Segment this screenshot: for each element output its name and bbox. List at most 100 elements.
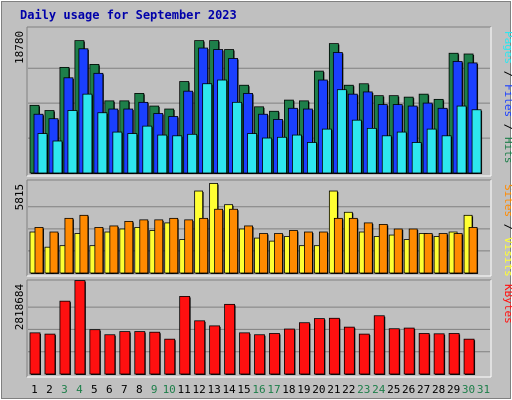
bar-kbytes-day-13 bbox=[209, 325, 221, 375]
bar-kbytes-day-10 bbox=[164, 338, 176, 375]
bar-sites-day-26 bbox=[408, 228, 418, 274]
bar-sites-day-25 bbox=[393, 228, 403, 274]
bar-sites-day-22 bbox=[348, 217, 358, 274]
legend-hits: Hits bbox=[502, 137, 512, 164]
x-tick-label: 28 bbox=[432, 383, 445, 396]
bar-kbytes-day-30 bbox=[463, 338, 475, 375]
legend-kbytes: KBytes bbox=[502, 284, 512, 324]
x-tick-label: 2 bbox=[46, 383, 53, 396]
bar-sites-day-12 bbox=[199, 217, 209, 274]
x-tick-label: 4 bbox=[76, 383, 83, 396]
panel-hits-files-pages: 18780 Pages / Files / Hits bbox=[13, 26, 512, 177]
bar-sites-day-30 bbox=[468, 227, 478, 274]
bar-sites-day-14 bbox=[229, 208, 238, 274]
right-legend: Pages / Files / Hits bbox=[502, 31, 512, 164]
bar-pages-day-4 bbox=[82, 93, 93, 174]
bar-pages-day-27 bbox=[426, 128, 437, 174]
x-tick-label: 25 bbox=[387, 383, 400, 396]
bar-pages-day-15 bbox=[247, 133, 257, 174]
panel-visits-sites: 5815 Sites / Visits bbox=[13, 179, 512, 277]
x-tick-label: 16 bbox=[252, 383, 265, 396]
y-max-label: 2818684 bbox=[13, 283, 26, 330]
bar-sites-day-27 bbox=[423, 233, 433, 274]
bar-kbytes-day-16 bbox=[254, 334, 265, 375]
bar-kbytes-day-3 bbox=[59, 300, 71, 375]
bar-sites-day-16 bbox=[259, 233, 268, 274]
bar-kbytes-day-27 bbox=[418, 333, 430, 375]
x-tick-label: 10 bbox=[163, 383, 176, 396]
bar-pages-day-7 bbox=[127, 133, 138, 174]
bar-kbytes-day-23 bbox=[358, 333, 370, 375]
bar-sites-day-19 bbox=[304, 231, 313, 274]
bar-sites-day-1 bbox=[34, 227, 44, 274]
bar-pages-day-8 bbox=[142, 125, 153, 174]
bar-kbytes-day-5 bbox=[89, 329, 101, 375]
x-tick-label: 5 bbox=[91, 383, 98, 396]
bar-pages-day-22 bbox=[351, 119, 362, 174]
bar-pages-day-14 bbox=[232, 101, 242, 174]
bar-kbytes-day-24 bbox=[373, 315, 385, 375]
bar-kbytes-day-17 bbox=[269, 333, 280, 375]
bar-kbytes-day-20 bbox=[313, 318, 325, 375]
bar-sites-day-29 bbox=[453, 233, 463, 274]
bar-sites-day-3 bbox=[64, 217, 74, 274]
bar-kbytes-day-12 bbox=[194, 320, 206, 375]
bar-sites-day-11 bbox=[184, 219, 194, 274]
x-tick-label: 6 bbox=[106, 383, 113, 396]
x-tick-label: 27 bbox=[417, 383, 430, 396]
bar-pages-day-20 bbox=[321, 128, 332, 174]
chart-title: Daily usage for September 2023 bbox=[20, 8, 237, 22]
legend-pages: Pages bbox=[502, 31, 512, 64]
bar-pages-day-10 bbox=[172, 135, 183, 174]
bar-pages-day-6 bbox=[112, 131, 123, 174]
bar-sites-day-20 bbox=[318, 231, 328, 274]
bar-sites-day-5 bbox=[94, 227, 104, 274]
bar-pages-day-11 bbox=[187, 133, 198, 174]
chart-panels: 18780 Pages / Files / Hits 5815 Sites / Vis… bbox=[13, 26, 512, 378]
x-tick-label: 14 bbox=[222, 383, 236, 396]
x-tick-label: 9 bbox=[151, 383, 158, 396]
y-max-label: 18780 bbox=[13, 31, 26, 64]
x-tick-label: 18 bbox=[282, 383, 295, 396]
bar-sites-day-15 bbox=[244, 225, 253, 274]
bar-sites-day-4 bbox=[79, 214, 89, 274]
bar-pages-day-9 bbox=[157, 134, 168, 174]
bar-kbytes-day-4 bbox=[74, 280, 86, 375]
x-tick-label: 1 bbox=[31, 383, 38, 396]
bar-sites-day-21 bbox=[333, 217, 343, 274]
bar-sites-day-7 bbox=[124, 220, 134, 274]
y-max-label: 5815 bbox=[13, 184, 26, 211]
bar-kbytes-day-25 bbox=[388, 328, 400, 375]
bar-sites-day-9 bbox=[154, 219, 164, 274]
bar-sites-day-24 bbox=[378, 224, 388, 274]
bar-kbytes-day-29 bbox=[448, 333, 460, 375]
right-legend: KBytes bbox=[502, 284, 512, 324]
bar-pages-day-1 bbox=[37, 133, 48, 174]
x-tick-label: 12 bbox=[193, 383, 206, 396]
x-tick-label: 30 bbox=[462, 383, 475, 396]
bar-pages-day-25 bbox=[396, 131, 407, 174]
x-axis: 1 2 3 4 5 6 7 8 9 10 11 12 13 14 15 16 17 18 19 20 21 22 23 24 2… bbox=[31, 383, 490, 396]
x-tick-label: 19 bbox=[297, 383, 310, 396]
legend-separator: / bbox=[502, 117, 512, 137]
x-tick-label: 7 bbox=[121, 383, 128, 396]
x-tick-label: 13 bbox=[207, 383, 220, 396]
bar-kbytes-day-21 bbox=[328, 317, 340, 375]
x-tick-label: 23 bbox=[357, 383, 370, 396]
bar-pages-day-21 bbox=[336, 89, 347, 174]
bar-pages-day-17 bbox=[277, 136, 287, 174]
x-tick-label: 29 bbox=[447, 383, 460, 396]
bar-pages-day-18 bbox=[292, 134, 302, 174]
legend-separator: / bbox=[502, 64, 512, 84]
bar-pages-day-19 bbox=[307, 142, 317, 174]
legend-visits: Visits bbox=[502, 237, 512, 277]
bar-sites-day-17 bbox=[274, 233, 283, 274]
bar-kbytes-day-7 bbox=[119, 331, 131, 375]
bar-kbytes-day-8 bbox=[134, 331, 146, 375]
x-tick-label: 31 bbox=[477, 383, 490, 396]
x-tick-label: 3 bbox=[61, 383, 68, 396]
x-tick-label: 15 bbox=[237, 383, 250, 396]
bar-pages-day-30 bbox=[471, 109, 482, 174]
